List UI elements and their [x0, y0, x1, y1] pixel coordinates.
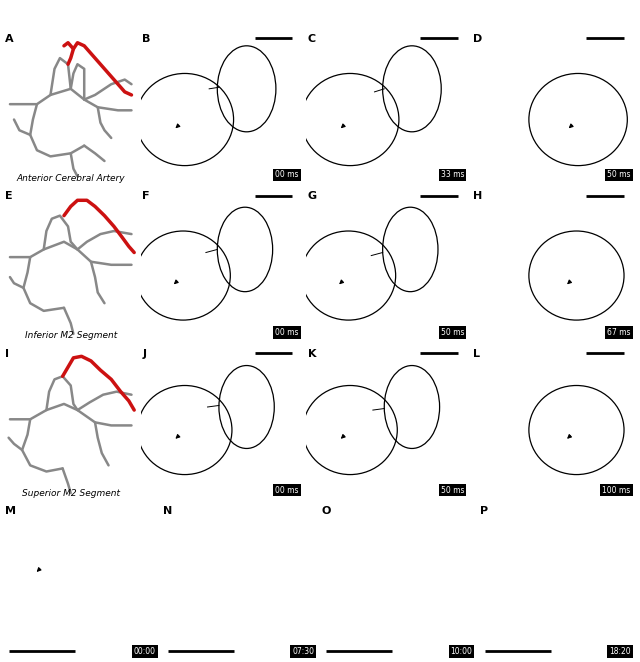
Text: 67 ms: 67 ms: [607, 328, 630, 337]
Text: 50 ms: 50 ms: [607, 170, 630, 179]
Text: L: L: [473, 349, 480, 359]
Text: 07:30: 07:30: [292, 647, 314, 656]
Text: F: F: [143, 191, 150, 201]
Text: D: D: [473, 34, 483, 44]
Text: M: M: [4, 506, 16, 516]
Text: H: H: [473, 191, 483, 201]
Text: 50 ms: 50 ms: [440, 485, 464, 495]
Text: E: E: [4, 191, 12, 201]
Text: J: J: [143, 349, 147, 359]
Text: A: A: [4, 34, 13, 44]
Text: G: G: [308, 191, 317, 201]
Text: C: C: [308, 34, 316, 44]
Text: 18:20: 18:20: [609, 647, 631, 656]
Text: O: O: [321, 506, 331, 516]
Text: Superior M2 Segment: Superior M2 Segment: [22, 489, 120, 498]
Text: 00:00: 00:00: [134, 647, 156, 656]
Text: 33 ms: 33 ms: [440, 170, 464, 179]
Text: 50 ms: 50 ms: [440, 328, 464, 337]
Text: Anterior Cerebral Artery: Anterior Cerebral Artery: [17, 173, 125, 183]
Text: 10:00: 10:00: [451, 647, 472, 656]
Text: I: I: [4, 349, 8, 359]
Text: Inferior M2 Segment: Inferior M2 Segment: [24, 331, 117, 340]
Text: B: B: [143, 34, 151, 44]
Text: 00 ms: 00 ms: [275, 485, 299, 495]
Text: P: P: [480, 506, 488, 516]
Text: 00 ms: 00 ms: [275, 328, 299, 337]
Text: 00 ms: 00 ms: [275, 170, 299, 179]
Text: 100 ms: 100 ms: [602, 485, 630, 495]
Text: K: K: [308, 349, 316, 359]
Text: N: N: [163, 506, 172, 516]
